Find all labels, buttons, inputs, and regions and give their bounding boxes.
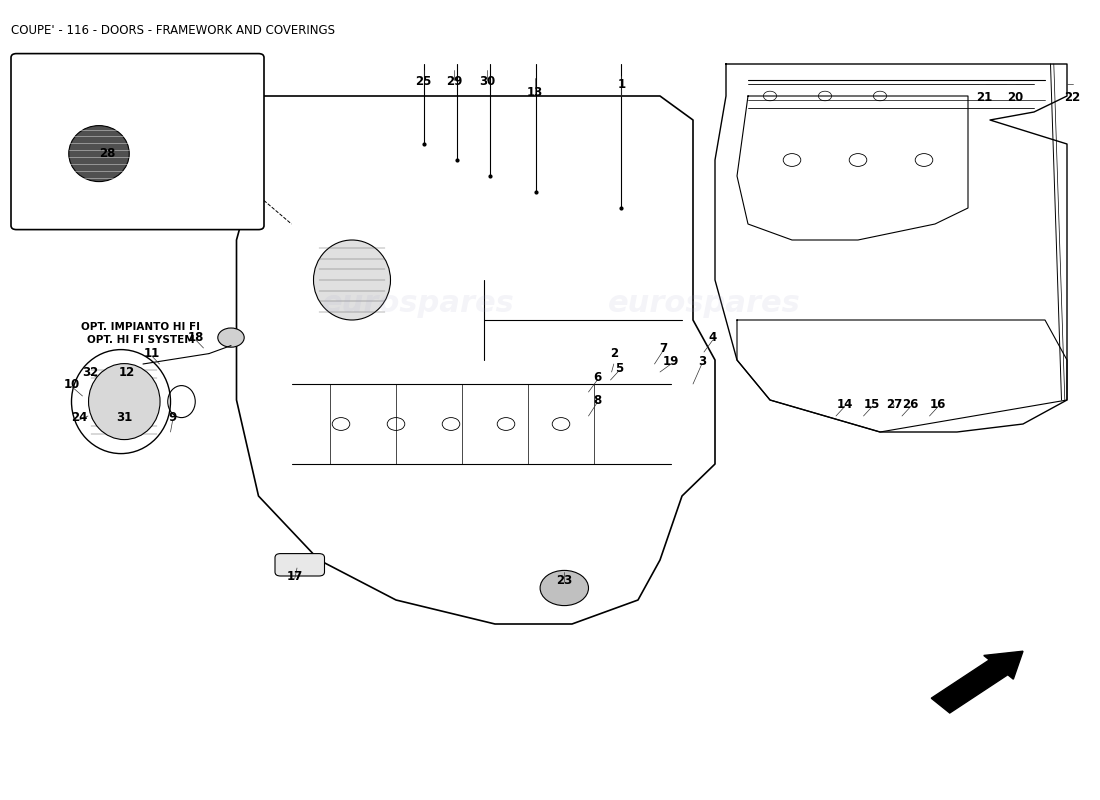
Text: 12: 12 <box>119 366 134 378</box>
Text: 21: 21 <box>977 91 992 104</box>
Text: 3: 3 <box>697 355 706 368</box>
Text: OPT. IMPIANTO HI FI
OPT. HI FI SYSTEM: OPT. IMPIANTO HI FI OPT. HI FI SYSTEM <box>81 322 200 345</box>
Text: 24: 24 <box>72 411 87 424</box>
Text: 9: 9 <box>168 411 177 424</box>
Text: 13: 13 <box>527 86 542 98</box>
Text: 1: 1 <box>617 78 626 90</box>
FancyArrow shape <box>932 651 1023 713</box>
Text: 28: 28 <box>100 147 116 160</box>
Ellipse shape <box>314 240 390 320</box>
Text: 11: 11 <box>144 347 159 360</box>
Text: 31: 31 <box>117 411 132 424</box>
Ellipse shape <box>88 363 161 440</box>
Text: 29: 29 <box>447 75 462 88</box>
Text: 22: 22 <box>1065 91 1080 104</box>
Text: 17: 17 <box>287 570 303 582</box>
Circle shape <box>218 328 244 347</box>
Text: 27: 27 <box>887 398 902 410</box>
Text: 4: 4 <box>708 331 717 344</box>
Text: 7: 7 <box>659 342 668 354</box>
FancyBboxPatch shape <box>11 54 264 230</box>
Text: 15: 15 <box>865 398 880 410</box>
Text: 5: 5 <box>615 362 624 374</box>
Text: 10: 10 <box>64 378 79 390</box>
Text: eurospares: eurospares <box>607 290 801 318</box>
Text: 16: 16 <box>931 398 946 410</box>
Text: 2: 2 <box>609 347 618 360</box>
Text: 25: 25 <box>416 75 431 88</box>
Circle shape <box>540 570 589 606</box>
FancyBboxPatch shape <box>275 554 324 576</box>
Text: eurospares: eurospares <box>321 290 515 318</box>
Text: 6: 6 <box>593 371 602 384</box>
Text: 8: 8 <box>593 394 602 406</box>
Text: 30: 30 <box>480 75 495 88</box>
Text: 14: 14 <box>837 398 852 410</box>
Text: 32: 32 <box>82 366 98 378</box>
Text: 26: 26 <box>903 398 918 410</box>
Text: COUPE' - 116 - DOORS - FRAMEWORK AND COVERINGS: COUPE' - 116 - DOORS - FRAMEWORK AND COV… <box>11 24 336 37</box>
Text: 18: 18 <box>188 331 204 344</box>
Text: 23: 23 <box>557 574 572 586</box>
Text: 20: 20 <box>1008 91 1023 104</box>
Ellipse shape <box>68 126 130 182</box>
Text: 19: 19 <box>663 355 679 368</box>
